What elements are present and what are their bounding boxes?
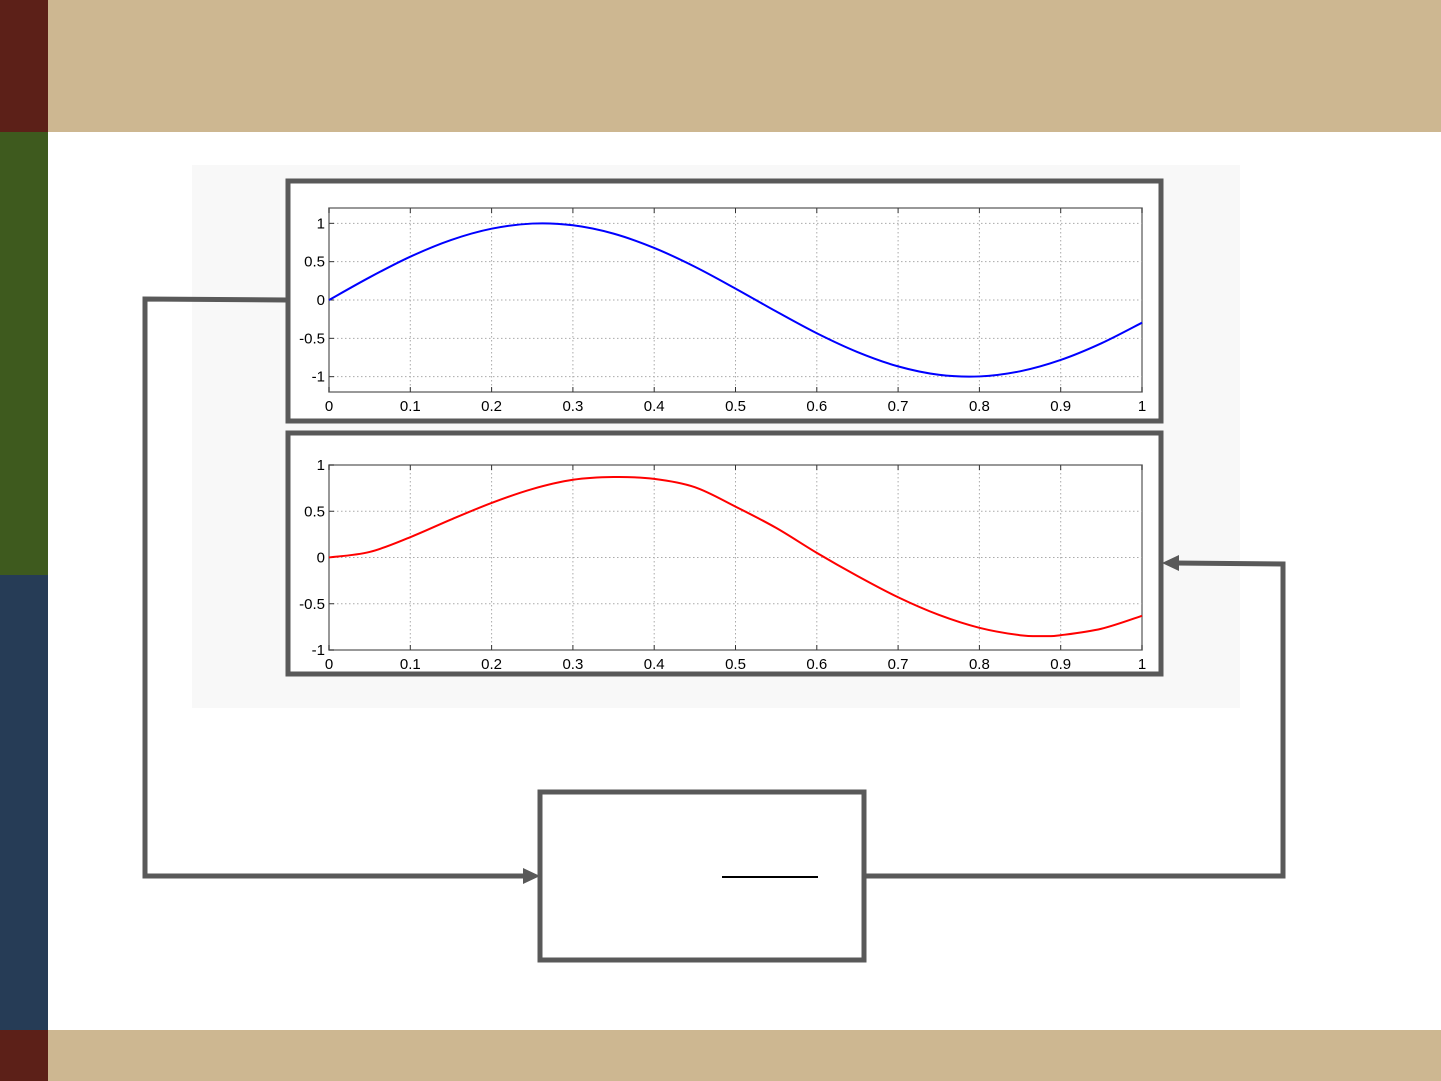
x-tick-label: 0.5 xyxy=(725,398,746,415)
output-signal-chart: 0 0.1 0.2 0.3 0.4 0.5 0.6 0.7 0.8 0.9 1 1 0.5 0 -0.5 -1 xyxy=(299,457,1146,673)
y-tick-label: -0.5 xyxy=(299,596,325,613)
arrow-into-block xyxy=(523,868,540,884)
x-tick-label: 0.9 xyxy=(1050,398,1071,415)
side-bar-top xyxy=(0,0,48,132)
x-tick-label: 0.7 xyxy=(888,398,909,415)
input-signal-chart: 0 0.1 0.2 0.3 0.4 0.5 0.6 0.7 0.8 0.9 1 1 0.5 0 -0.5 -1 xyxy=(299,207,1146,415)
x-tick-label: 0.9 xyxy=(1050,656,1071,673)
x-tick-label: 0.3 xyxy=(562,656,583,673)
side-bar-navy xyxy=(0,575,48,1030)
y-tick-label: 0.5 xyxy=(304,503,325,520)
x-tick-label: 1 xyxy=(1138,656,1146,673)
x-tick-label: 0.4 xyxy=(644,398,665,415)
x-tick-label: 0.6 xyxy=(806,656,827,673)
x-tick-label: 0.8 xyxy=(969,398,990,415)
y-tick-label: -1 xyxy=(312,642,325,659)
x-tick-label: 0 xyxy=(325,398,333,415)
x-tick-label: 0.1 xyxy=(400,656,421,673)
x-tick-label: 0.7 xyxy=(888,656,909,673)
side-bar-green xyxy=(0,132,48,575)
x-tick-label: 0.6 xyxy=(806,398,827,415)
x-tick-label: 1 xyxy=(1138,398,1146,415)
y-tick-label: 0 xyxy=(317,292,325,309)
y-tick-label: 0 xyxy=(317,550,325,567)
y-tick-label: -1 xyxy=(312,369,325,386)
bottom-band xyxy=(0,1030,1441,1081)
series-line xyxy=(328,475,1143,638)
x-tick-label: 0.4 xyxy=(644,656,665,673)
output-connector xyxy=(864,560,1286,879)
x-tick-label: 0.2 xyxy=(481,398,502,415)
x-tick-label: 0.5 xyxy=(725,656,746,673)
y-tick-label: 0.5 xyxy=(304,254,325,271)
connectors xyxy=(142,296,1286,879)
side-bar-bottom xyxy=(0,1030,48,1081)
input-connector xyxy=(142,296,528,879)
y-tick-label: 1 xyxy=(317,215,325,232)
top-band xyxy=(0,0,1441,132)
x-tick-label: 0.3 xyxy=(562,398,583,415)
y-tick-label: 1 xyxy=(317,457,325,474)
x-tick-label: 0.8 xyxy=(969,656,990,673)
x-tick-label: 0 xyxy=(325,656,333,673)
y-tick-label: -0.5 xyxy=(299,330,325,347)
x-tick-label: 0.2 xyxy=(481,656,502,673)
arrow-into-output-plot xyxy=(1162,555,1179,571)
x-tick-label: 0.1 xyxy=(400,398,421,415)
series-line xyxy=(328,222,1143,378)
